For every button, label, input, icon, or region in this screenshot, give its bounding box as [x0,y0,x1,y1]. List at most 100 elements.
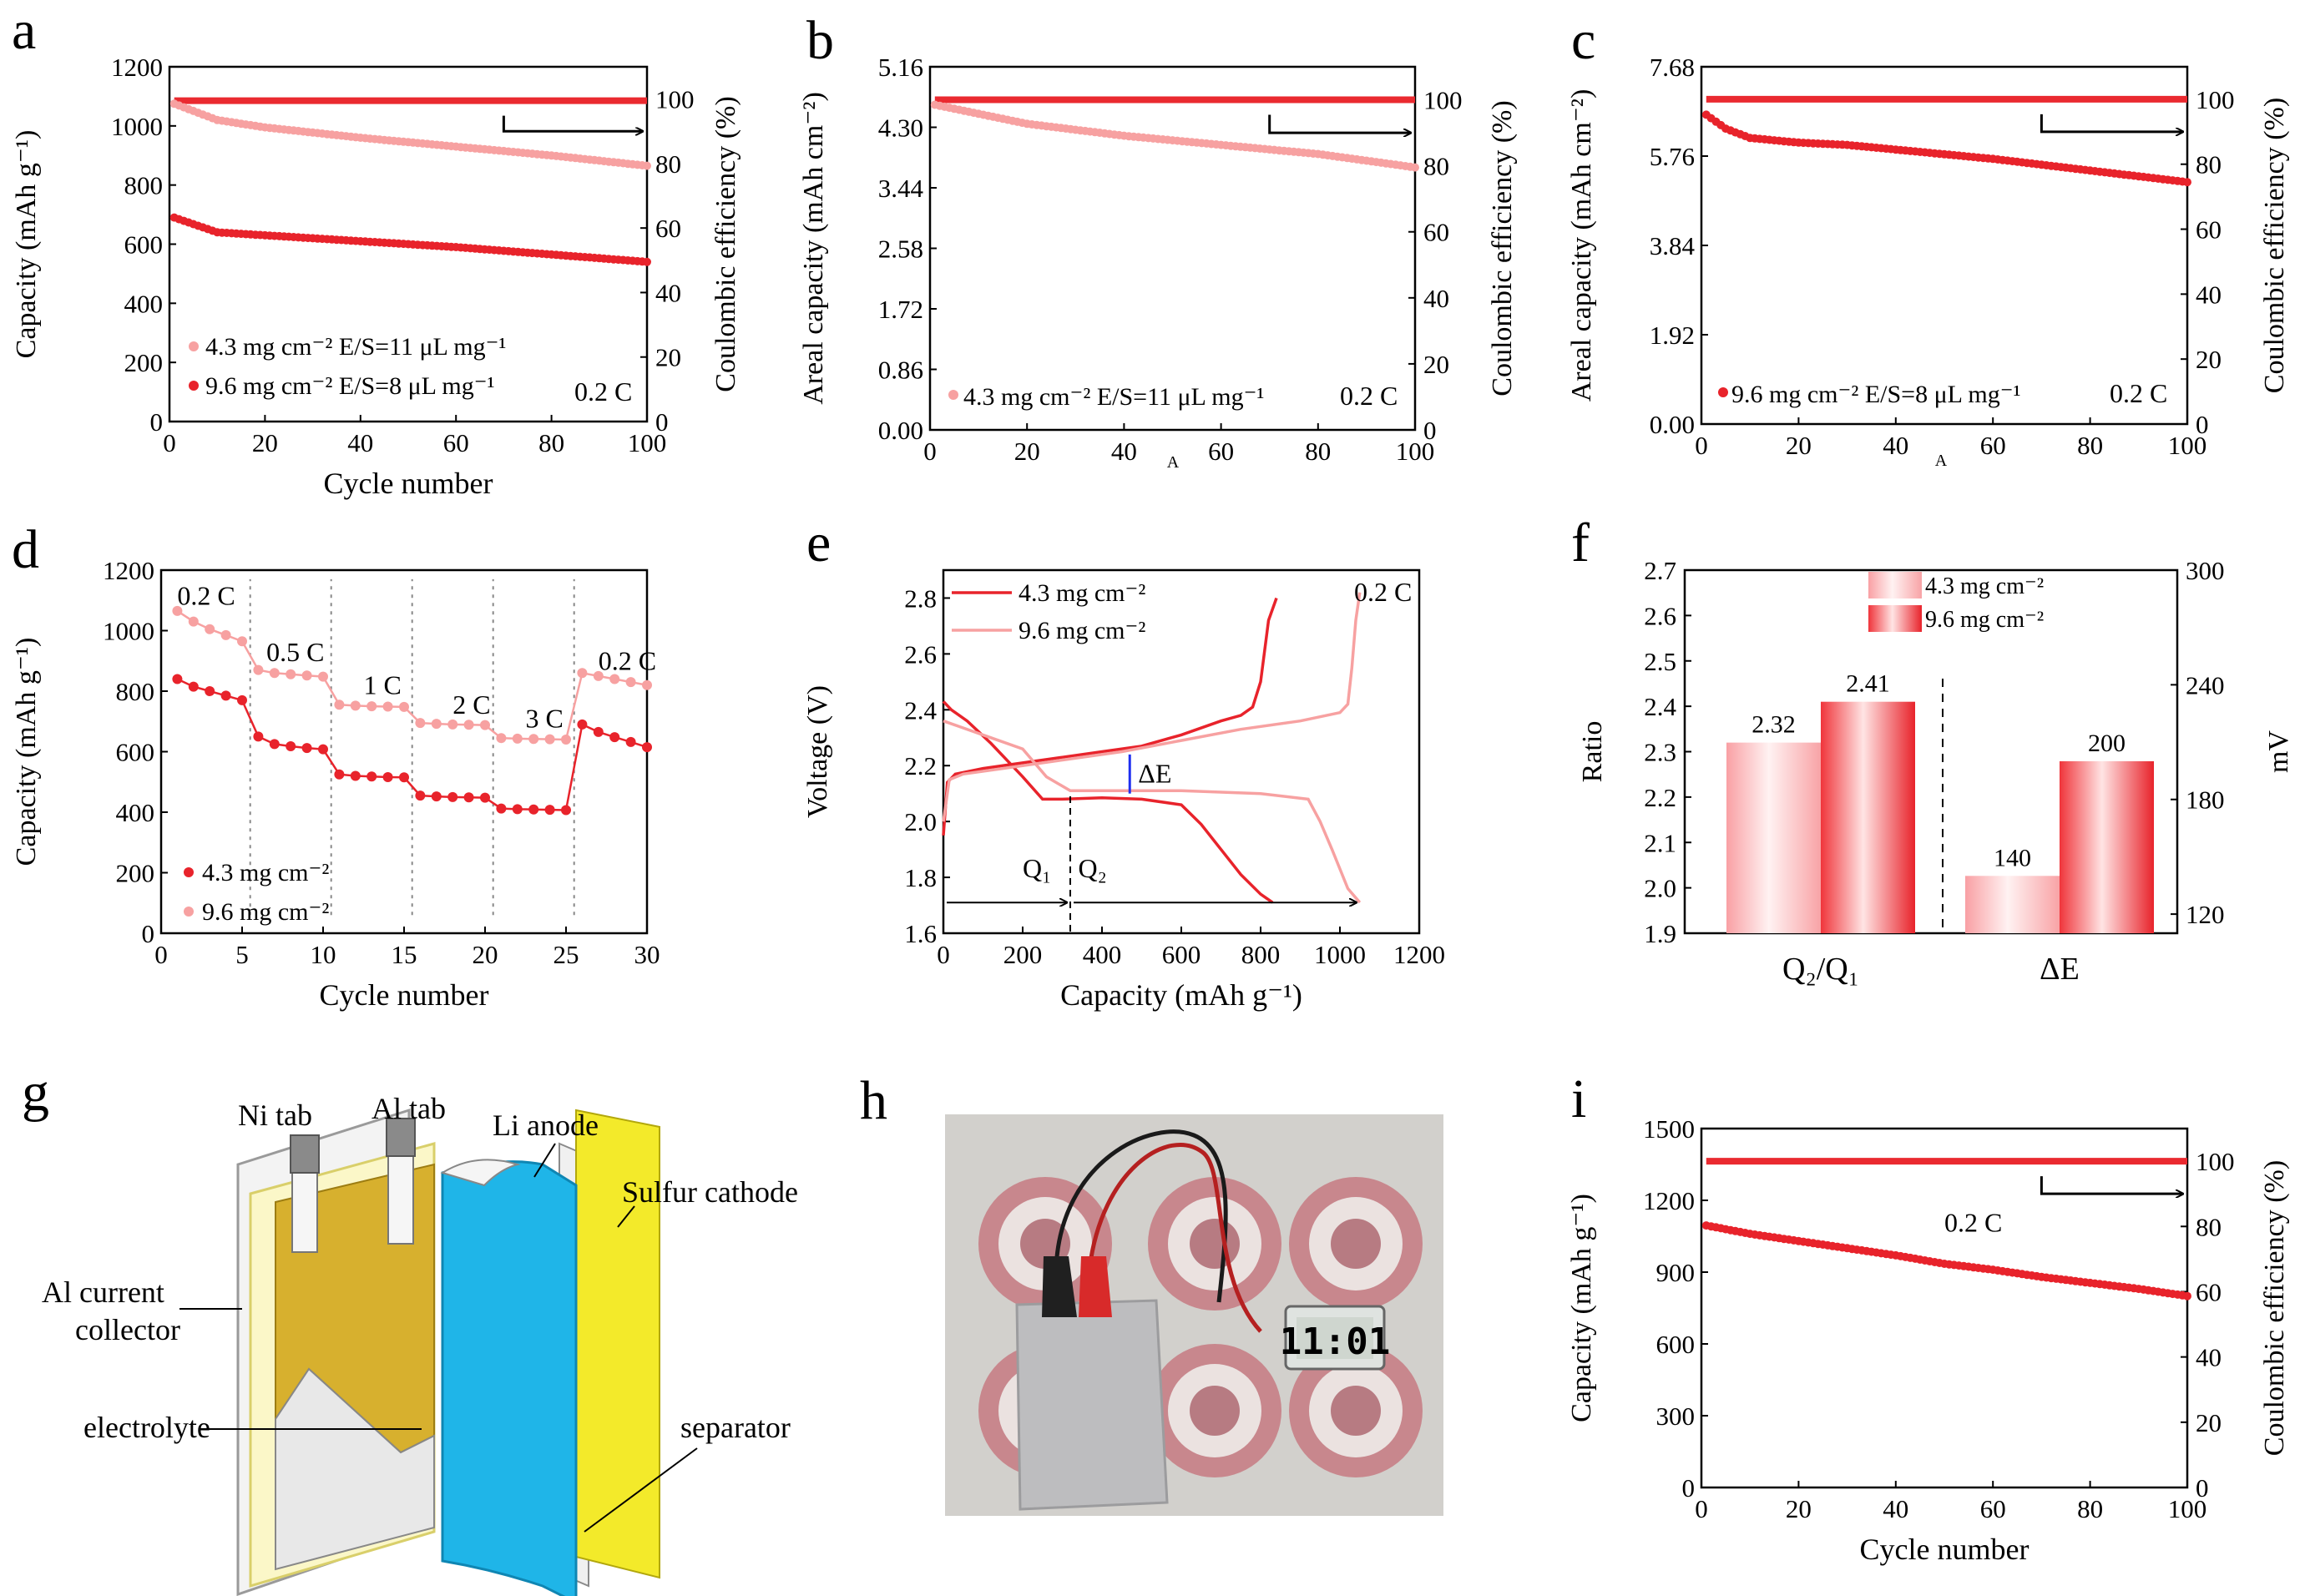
y-tick-label: 2.7 [1644,556,1676,585]
legend-label: 4.3 mg cm⁻² E/S=11 μL mg⁻¹ [963,383,1264,411]
q1-label: Q₁ [1023,853,1051,883]
y2-tick-label: 80 [2196,150,2222,179]
x-tick-label: 15 [392,940,417,969]
legend-label: 9.6 mg cm⁻² E/S=8 μL mg⁻¹ [205,372,495,400]
x-tick-label: 100 [628,428,667,457]
panel-letter-b: b [806,10,834,71]
data-point [642,679,652,690]
y-tick-label: 200 [124,348,164,377]
x-tick-label: 600 [1162,940,1201,969]
data-point [253,664,264,675]
y-tick-label: 800 [124,171,164,200]
label-electrolyte: electrolyte [83,1411,210,1444]
data-point [382,701,393,712]
data-point [237,694,247,705]
x-tick-label: 800 [1241,940,1281,969]
legend-label: 9.6 mg cm⁻² [202,898,329,926]
legend-marker [189,381,199,391]
data-point [366,771,377,782]
x-tick-label: 0 [923,437,937,466]
y2-tick-label: 0 [655,407,669,437]
x-tick-label: 5 [235,940,249,969]
rate-label: 1 C [364,670,402,700]
label-ni-tab: Ni tab [238,1099,312,1132]
chart-i: 0 20 40 60 80 1000300600900120015000204060801… [1566,1114,2290,1566]
y-tick-label: 600 [116,738,155,767]
rate-label: 2 C [452,689,490,720]
data-point [286,741,296,751]
data-point [205,624,215,634]
annotation-rate: 0.2 C [1354,577,1412,607]
y-tick-label: 2.0 [1644,874,1676,903]
y-tick-label: 600 [124,230,164,260]
x-tick-label: 0 [154,940,168,969]
data-point [237,636,247,647]
x-tick-label: 20 [252,428,278,457]
data-point [577,668,588,679]
y2-tick-label: 40 [655,278,681,307]
y-tick-label: 1000 [103,617,154,646]
x-tick-label: 100 [2168,1494,2207,1523]
y2-tick-label: 40 [2196,1343,2222,1372]
data-point [350,700,361,711]
y2-tick-label: 0 [1423,416,1437,445]
legend-label: 4.3 mg cm⁻² E/S=11 μL mg⁻¹ [205,333,506,361]
data-point [480,720,490,730]
x-tick-label: 200 [1003,940,1043,969]
legend-marker [189,341,199,351]
y2-tick-label: 120 [2186,900,2225,929]
data-point [512,733,523,744]
x-tick-label: 40 [1111,437,1137,466]
y-tick-label: 1000 [111,112,163,141]
y-tick-label: 0 [142,919,155,948]
y-tick-label: 400 [124,289,164,318]
data-point [528,734,539,745]
chart-f: 1.9 2.0 2.1 2.2 2.3 2.4 2.5 2.6 2.7 120 180 240 300 R… [1577,556,2294,987]
data-point [577,719,588,730]
y-tick-label: 200 [116,859,155,888]
data-point [415,790,426,801]
y-tick-label: 800 [116,677,155,706]
charge-curve [942,597,1278,836]
legend-marker [1718,387,1728,397]
y2-tick-label: 60 [1423,218,1449,247]
data-point [220,629,231,640]
data-point [205,686,215,696]
data-point [366,701,377,712]
data-point [609,674,620,684]
x-axis-label: Cycle number [320,978,489,1012]
x-tick-label: 80 [2077,1494,2103,1523]
y-tick-label: 0 [1682,1473,1696,1503]
panel-letter-e: e [806,513,831,573]
y-tick-label: 2.4 [1644,692,1676,721]
y2-tick-label: 40 [2196,280,2222,309]
series-line [176,609,648,741]
y-axis-label: Voltage (V) [802,685,833,818]
y-axis-label: Capacity (mAh g⁻¹) [11,638,42,866]
data-point [544,805,555,816]
y-tick-label: 2.58 [878,235,923,264]
y-axis-label: Ratio [1577,721,1608,783]
y-tick-label: 1200 [103,556,154,585]
data-point [415,718,426,729]
data-point [220,690,231,701]
rate-label: 0.2 C [177,581,235,611]
data-point [593,670,604,681]
wire-red [1087,1143,1262,1333]
y-tick-label: 2.6 [904,639,937,669]
li-anode-curl [440,1159,521,1187]
x-tick-label: 30 [634,940,660,969]
legend-label: 4.3 mg cm⁻² [202,859,329,886]
label-collector: collector [75,1313,180,1346]
legend-label: 4.3 mg cm⁻² [1019,579,1145,607]
data-point [463,792,474,803]
y-tick-label: 1.92 [1650,321,1695,350]
y-tick-label: 2.4 [904,695,937,725]
legend-label: 9.6 mg cm⁻² [1019,617,1145,644]
y-tick-label: 1.72 [878,295,923,324]
chart-b: 0 20 40 60 80 100 0.00 0.86 1.72 2.58 3.44 4.30 5.16… [798,53,1518,472]
chart-e: 0 200 400 600 800 1000 1200 1.6 1.8 2.0 2.2 2.4 2.6 2… [802,568,1445,1012]
clip-black [1042,1256,1077,1317]
x-tick-label: 60 [1208,437,1234,466]
y2-tick-label: 300 [2186,556,2225,585]
